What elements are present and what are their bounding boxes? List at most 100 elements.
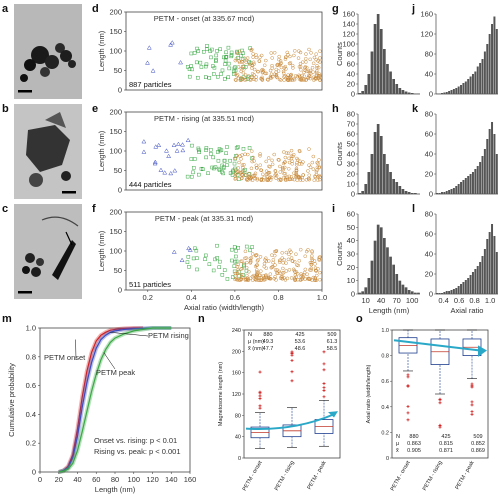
data-point-triangle [168, 42, 174, 47]
data-point-circle [318, 270, 322, 275]
histogram-bar [495, 29, 498, 94]
outlier-marker [438, 423, 442, 427]
data-point-square [220, 273, 225, 277]
category-label: PETM - rising [274, 460, 296, 492]
data-point-circle [310, 254, 314, 258]
stats-row-label: x̃ [395, 448, 399, 454]
x-axis-label: Axial ratio [451, 306, 484, 315]
data-point-square [209, 55, 213, 60]
histogram-bar [467, 278, 470, 294]
y-tick-label: 0.4 [381, 405, 389, 411]
data-point-circle [288, 248, 292, 253]
y-tick-label: 160 [232, 371, 241, 377]
data-point-circle [254, 277, 258, 281]
data-point-circle [289, 148, 294, 153]
data-point-square [236, 246, 240, 250]
stats-row-label: N [396, 434, 400, 440]
boxplot-length: 0 40 80 120 160 200 240 Magnetosome length (nm)… [218, 328, 341, 492]
data-point-circle [276, 62, 280, 67]
data-point-triangle [152, 159, 158, 164]
data-point-circle [240, 153, 244, 157]
data-point-circle [300, 60, 305, 64]
data-point-circle [307, 277, 311, 281]
data-point-square [225, 145, 229, 149]
histogram-bar [464, 81, 467, 94]
data-point-circle [240, 275, 244, 279]
data-point-circle [275, 63, 279, 67]
y-tick-label: 20 [425, 270, 433, 279]
data-point-square [216, 74, 220, 79]
histogram-bar [479, 63, 482, 94]
data-point-square [223, 58, 228, 63]
data-point-circle [296, 56, 301, 60]
data-point-triangle [150, 68, 156, 73]
data-point-circle [278, 170, 283, 174]
stats-row-label: μ [396, 441, 399, 447]
histogram-bar [414, 193, 417, 194]
histogram-bar [383, 154, 386, 194]
data-point-circle [261, 172, 265, 177]
y-axis-label: Length (nm) [97, 230, 106, 271]
data-point-circle [233, 274, 237, 278]
histogram-bar [493, 16, 496, 94]
y-tick-label: 0 [238, 456, 241, 462]
data-point-circle [270, 162, 275, 167]
data-point-square [192, 51, 197, 55]
data-point-circle [242, 56, 247, 60]
histogram-bar [479, 162, 482, 194]
data-point-square [195, 267, 199, 272]
data-point-square [225, 163, 229, 167]
data-point-circle [262, 175, 266, 180]
histogram-bar [448, 190, 451, 194]
data-point-circle [297, 259, 302, 263]
micrograph-b [14, 104, 82, 199]
data-point-circle [315, 178, 320, 182]
data-point-circle [293, 74, 298, 78]
histogram-bar [417, 292, 420, 294]
data-point-circle [273, 268, 278, 272]
histogram-bar [389, 71, 392, 94]
stats-value: 509 [473, 434, 482, 440]
data-point-circle [289, 175, 294, 179]
data-point-square [234, 248, 238, 253]
data-point-circle [278, 258, 282, 262]
data-point-square [225, 277, 230, 281]
data-point-circle [317, 158, 321, 162]
histogram-bar [379, 29, 383, 94]
data-point-circle [294, 252, 298, 256]
data-point-triangle [164, 148, 169, 153]
histogram-bar [392, 264, 395, 294]
x-tick-label: 0.8 [273, 293, 283, 302]
data-point-square [187, 74, 192, 79]
data-point-triangle [180, 147, 186, 153]
x-tick-label: 40 [73, 475, 81, 484]
data-point-circle [314, 170, 319, 174]
panel-title: PETM - peak (at 335.31 mcd) [155, 214, 254, 223]
y-tick-label: 40 [347, 236, 355, 245]
stats-value: 47.7 [263, 346, 274, 352]
histogram-bar [486, 139, 489, 194]
data-point-circle [243, 73, 248, 77]
data-point-circle [304, 52, 308, 56]
data-point-circle [236, 65, 241, 69]
histogram-bar [483, 249, 486, 294]
data-point-triangle [185, 137, 191, 143]
data-point-circle [315, 273, 319, 278]
data-point-triangle [141, 149, 147, 154]
histogram-bar [361, 291, 364, 294]
y-axis-label: Counts [335, 42, 344, 66]
data-point-circle [240, 60, 245, 65]
data-point-circle [310, 65, 315, 70]
stats-row-label: N [248, 332, 252, 338]
data-point-circle [299, 274, 303, 279]
data-point-circle [307, 147, 311, 151]
y-tick-label: 40 [347, 70, 355, 79]
x-tick-label: 140 [165, 475, 178, 484]
outlier-marker [258, 370, 262, 374]
data-point-circle [258, 163, 262, 167]
data-point-circle [297, 65, 302, 69]
histogram-bar [443, 92, 446, 94]
